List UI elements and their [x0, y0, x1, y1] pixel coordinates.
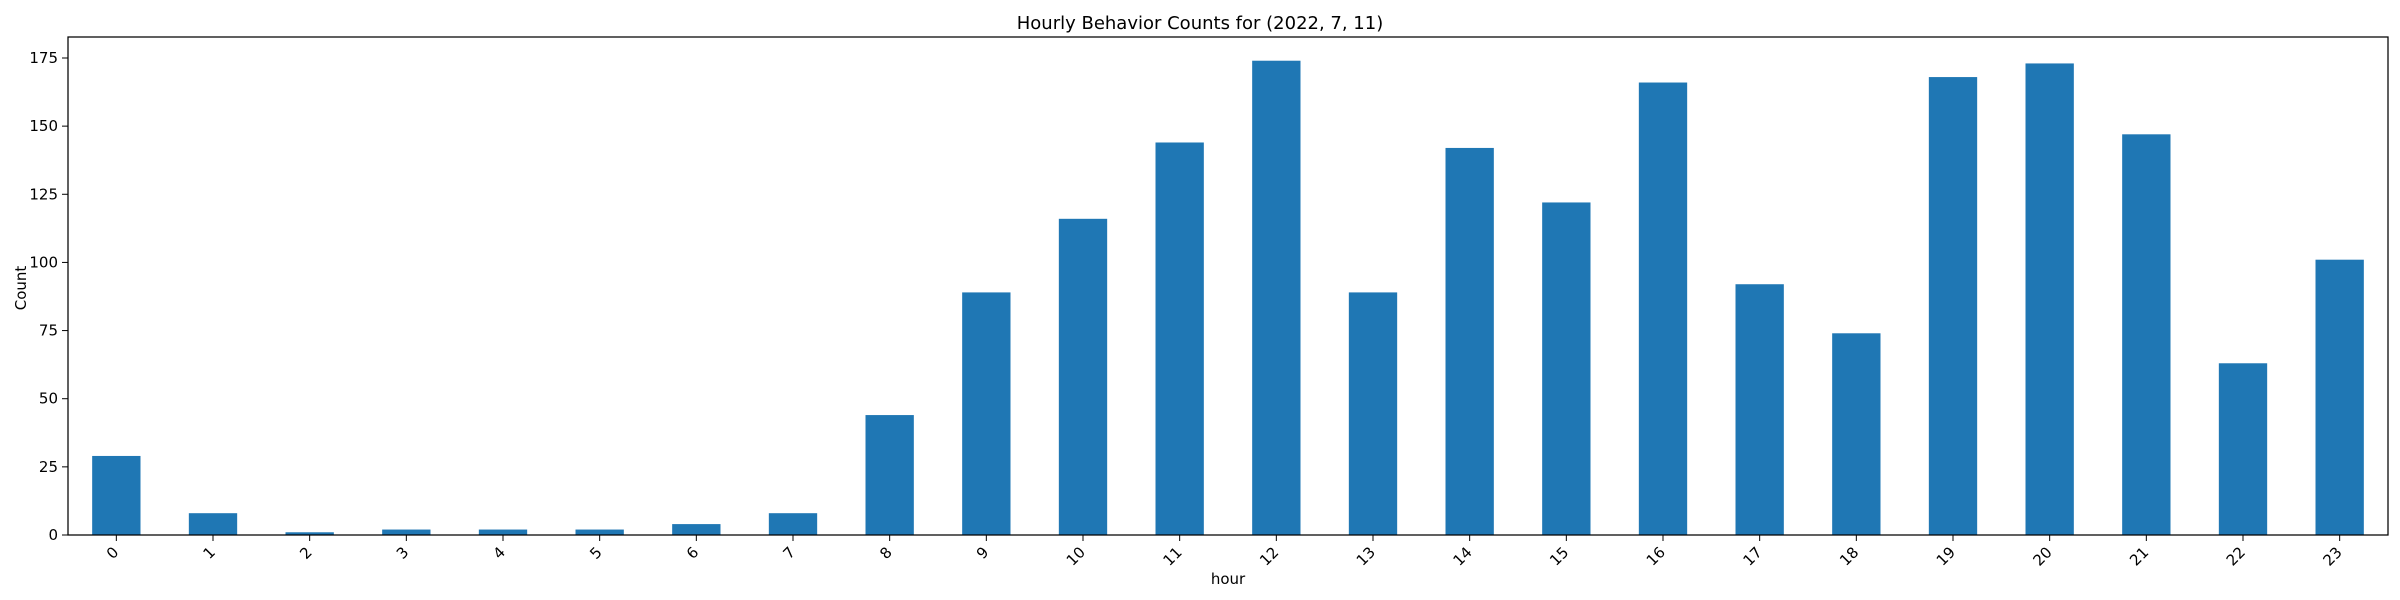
bar-hour-2: [285, 532, 334, 535]
bar-hour-17: [1735, 284, 1784, 535]
bar-hour-7: [768, 513, 818, 535]
x-tick-label: 19: [1933, 543, 1959, 569]
bar-hour-15: [1542, 202, 1591, 536]
x-tick-label: 0: [103, 543, 122, 562]
y-axis-ticks: 0 25 50 75 100 125 150 175: [29, 49, 68, 544]
x-tick-label: 10: [1063, 543, 1089, 569]
x-tick-label: 5: [586, 543, 605, 562]
bar-hour-23: [2315, 259, 2364, 535]
bar-hour-16: [1638, 82, 1688, 536]
y-tick-label: 0: [48, 526, 58, 544]
bar-hour-3: [382, 529, 431, 535]
y-tick-label: 25: [39, 458, 58, 476]
bar-hour-4: [478, 529, 528, 535]
x-tick-label: 7: [780, 543, 799, 562]
x-tick-label: 17: [1739, 543, 1765, 569]
bar-hour-8: [865, 415, 914, 535]
x-tick-label: 12: [1256, 543, 1282, 569]
bar-hour-18: [1832, 333, 1881, 535]
y-tick-label: 50: [39, 390, 58, 408]
x-tick-label: 20: [2029, 543, 2055, 569]
bar-hour-5: [575, 529, 624, 535]
x-tick-label: 8: [876, 543, 895, 562]
x-tick-label: 14: [1449, 543, 1475, 569]
x-axis-ticks: 0 1 2 3 4 5 6 7 8 9 10 11 12 13 14 15 16 17 18 19 20 21 22 23: [103, 535, 2346, 570]
bar-hour-12: [1252, 60, 1301, 535]
y-tick-label: 150: [29, 117, 58, 135]
bar-hour-22: [2218, 363, 2268, 535]
bar-hour-14: [1445, 147, 1494, 535]
bar-hour-10: [1058, 218, 1108, 536]
x-tick-label: 13: [1353, 543, 1379, 569]
x-tick-label: 21: [2126, 543, 2152, 569]
bar-hour-21: [2122, 134, 2171, 535]
x-tick-label: 15: [1546, 543, 1572, 569]
x-tick-label: 22: [2223, 543, 2249, 569]
bar-hour-20: [2025, 63, 2074, 536]
x-tick-label: 18: [1836, 543, 1862, 569]
bar-hour-1: [188, 513, 238, 535]
bar-hour-9: [962, 292, 1011, 535]
x-tick-label: 11: [1159, 543, 1185, 569]
bar-hour-6: [672, 524, 721, 535]
bar-hour-19: [1928, 77, 1978, 535]
y-tick-label: 125: [29, 185, 58, 203]
x-axis-label: hour: [1211, 570, 1246, 588]
x-tick-label: 2: [296, 543, 315, 562]
chart-title: Hourly Behavior Counts for (2022, 7, 11): [1017, 13, 1384, 34]
x-tick-label: 23: [2319, 543, 2345, 569]
y-axis-label: Count: [12, 266, 30, 311]
bars-layer: [92, 60, 2364, 536]
x-tick-label: 9: [973, 543, 992, 562]
x-tick-label: 4: [490, 543, 509, 562]
y-tick-label: 175: [29, 49, 58, 67]
y-tick-label: 75: [39, 322, 58, 340]
bar-hour-11: [1155, 142, 1204, 536]
y-tick-label: 100: [29, 253, 58, 271]
x-tick-label: 6: [683, 543, 702, 562]
x-tick-label: 16: [1643, 543, 1669, 569]
x-tick-label: 1: [200, 543, 219, 562]
plot-frame: [67, 36, 2389, 536]
x-tick-label: 3: [393, 543, 412, 562]
bar-hour-13: [1348, 292, 1398, 535]
bar-hour-0: [92, 455, 141, 535]
